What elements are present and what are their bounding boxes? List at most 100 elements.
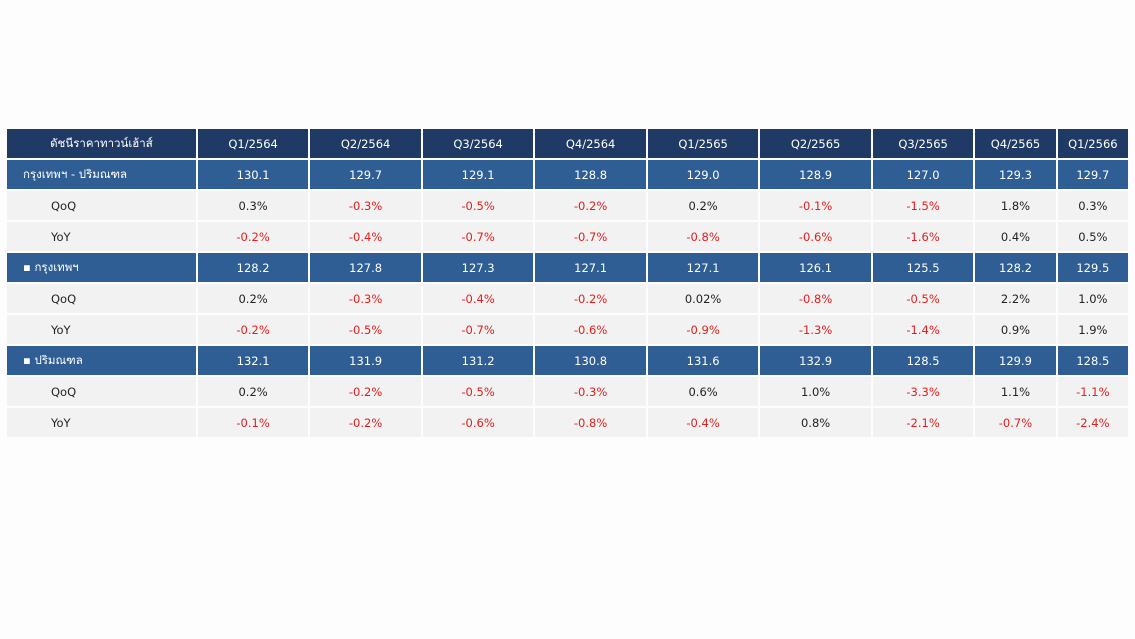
table-cell: 129.3 <box>975 160 1056 191</box>
table-cell: -0.1% <box>760 191 871 222</box>
table-cell: -0.8% <box>647 222 759 253</box>
table-cell: 0.4% <box>975 222 1056 253</box>
table-cell: -0.2% <box>535 191 646 222</box>
table-cell: 127.3 <box>422 253 534 284</box>
row-label: YoY <box>7 222 196 253</box>
table-cell: 130.1 <box>197 160 309 191</box>
change-row: QoQ 0.2% -0.3% -0.4% -0.2% 0.02% -0.8% -0.5% 2.2… <box>7 284 1128 315</box>
table-cell: -0.3% <box>535 377 646 408</box>
table-cell: 0.5% <box>1057 222 1128 253</box>
column-header: Q2/2564 <box>310 129 421 160</box>
table-cell: 128.2 <box>975 253 1056 284</box>
table-cell: 1.9% <box>1057 315 1128 346</box>
table-cell: 126.1 <box>760 253 871 284</box>
table-cell: -0.5% <box>422 191 534 222</box>
table-cell: -0.7% <box>422 222 534 253</box>
table-cell: -0.1% <box>197 408 309 439</box>
row-label: YoY <box>7 315 196 346</box>
change-row: QoQ 0.3% -0.3% -0.5% -0.2% 0.2% -0.1% -1.5% 1.8%… <box>7 191 1128 222</box>
table-cell: 129.0 <box>647 160 759 191</box>
table-cell: 132.9 <box>760 346 871 377</box>
table-cell: 128.2 <box>197 253 309 284</box>
row-label: YoY <box>7 408 196 439</box>
row-label: ▪ ปริมณฑล <box>7 346 196 377</box>
change-row: YoY -0.2% -0.4% -0.7% -0.7% -0.8% -0.6% -1.6% 0.… <box>7 222 1128 253</box>
table-cell: -0.3% <box>310 191 421 222</box>
table-cell: -0.9% <box>647 315 759 346</box>
row-label: QoQ <box>7 191 196 222</box>
header-row: ดัชนีราคาทาวน์เฮ้าส์ Q1/2564 Q2/2564 Q3/… <box>7 129 1128 160</box>
change-row: QoQ 0.2% -0.2% -0.5% -0.3% 0.6% 1.0% -3.3% 1.1% -… <box>7 377 1128 408</box>
column-header: Q3/2564 <box>422 129 534 160</box>
table-cell: -2.4% <box>1057 408 1128 439</box>
table-cell: 127.8 <box>310 253 421 284</box>
table-cell: -0.7% <box>422 315 534 346</box>
table-cell: 128.8 <box>535 160 646 191</box>
table-cell: -1.4% <box>872 315 974 346</box>
table-cell: 0.02% <box>647 284 759 315</box>
townhouse-price-index-table: ดัชนีราคาทาวน์เฮ้าส์ Q1/2564 Q2/2564 Q3/… <box>5 129 1130 439</box>
table-cell: 0.3% <box>197 191 309 222</box>
table-cell: 129.9 <box>975 346 1056 377</box>
table-cell: -0.6% <box>422 408 534 439</box>
table-cell: -1.3% <box>760 315 871 346</box>
table-cell: -0.2% <box>310 408 421 439</box>
row-label: กรุงเทพฯ - ปริมณฑล <box>7 160 196 191</box>
table-cell: 0.2% <box>197 284 309 315</box>
change-row: YoY -0.1% -0.2% -0.6% -0.8% -0.4% 0.8% -2.1% -0.… <box>7 408 1128 439</box>
table-cell: -0.2% <box>197 222 309 253</box>
table-cell: -0.5% <box>422 377 534 408</box>
change-row: YoY -0.2% -0.5% -0.7% -0.6% -0.9% -1.3% -1.4% 0.… <box>7 315 1128 346</box>
table-cell: 131.6 <box>647 346 759 377</box>
table-cell: 128.5 <box>1057 346 1128 377</box>
table-cell: -0.4% <box>422 284 534 315</box>
table-cell: 0.9% <box>975 315 1056 346</box>
table-cell: 0.2% <box>647 191 759 222</box>
table-cell: 129.7 <box>310 160 421 191</box>
table-cell: 131.2 <box>422 346 534 377</box>
table-cell: 127.1 <box>535 253 646 284</box>
column-header: Q1/2564 <box>197 129 309 160</box>
table-cell: 125.5 <box>872 253 974 284</box>
table-cell: -0.2% <box>310 377 421 408</box>
index-row: ▪ ปริมณฑล 132.1 131.9 131.2 130.8 131.6 132.9 1… <box>7 346 1128 377</box>
table-cell: 129.1 <box>422 160 534 191</box>
index-row: กรุงเทพฯ - ปริมณฑล 130.1 129.7 129.1 128.8 12… <box>7 160 1128 191</box>
table-cell: 132.1 <box>197 346 309 377</box>
row-label: QoQ <box>7 377 196 408</box>
table-cell: -1.1% <box>1057 377 1128 408</box>
table-cell: -0.4% <box>310 222 421 253</box>
table-cell: -0.8% <box>535 408 646 439</box>
table-cell: -0.7% <box>535 222 646 253</box>
table-cell: 1.0% <box>1057 284 1128 315</box>
column-header: Q1/2565 <box>647 129 759 160</box>
column-header: Q3/2565 <box>872 129 974 160</box>
table-cell: -0.5% <box>310 315 421 346</box>
table-cell: -0.2% <box>197 315 309 346</box>
header-label: ดัชนีราคาทาวน์เฮ้าส์ <box>7 129 196 160</box>
table-cell: 129.7 <box>1057 160 1128 191</box>
table-cell: -0.4% <box>647 408 759 439</box>
row-label: QoQ <box>7 284 196 315</box>
table-cell: 131.9 <box>310 346 421 377</box>
column-header: Q2/2565 <box>760 129 871 160</box>
table-cell: 1.8% <box>975 191 1056 222</box>
table-cell: -0.8% <box>760 284 871 315</box>
table-cell: 128.9 <box>760 160 871 191</box>
table-cell: -2.1% <box>872 408 974 439</box>
table-cell: 1.1% <box>975 377 1056 408</box>
table-cell: 130.8 <box>535 346 646 377</box>
table-cell: -0.2% <box>535 284 646 315</box>
table-cell: 128.5 <box>872 346 974 377</box>
table-cell: -3.3% <box>872 377 974 408</box>
table-cell: 2.2% <box>975 284 1056 315</box>
table-cell: -0.5% <box>872 284 974 315</box>
table-cell: 0.2% <box>197 377 309 408</box>
table-cell: -0.7% <box>975 408 1056 439</box>
table-cell: -0.6% <box>535 315 646 346</box>
table-cell: -1.6% <box>872 222 974 253</box>
table-cell: -0.3% <box>310 284 421 315</box>
column-header: Q4/2564 <box>535 129 646 160</box>
index-row: ▪ กรุงเทพฯ 128.2 127.8 127.3 127.1 127.1 126.1… <box>7 253 1128 284</box>
table-cell: 0.8% <box>760 408 871 439</box>
